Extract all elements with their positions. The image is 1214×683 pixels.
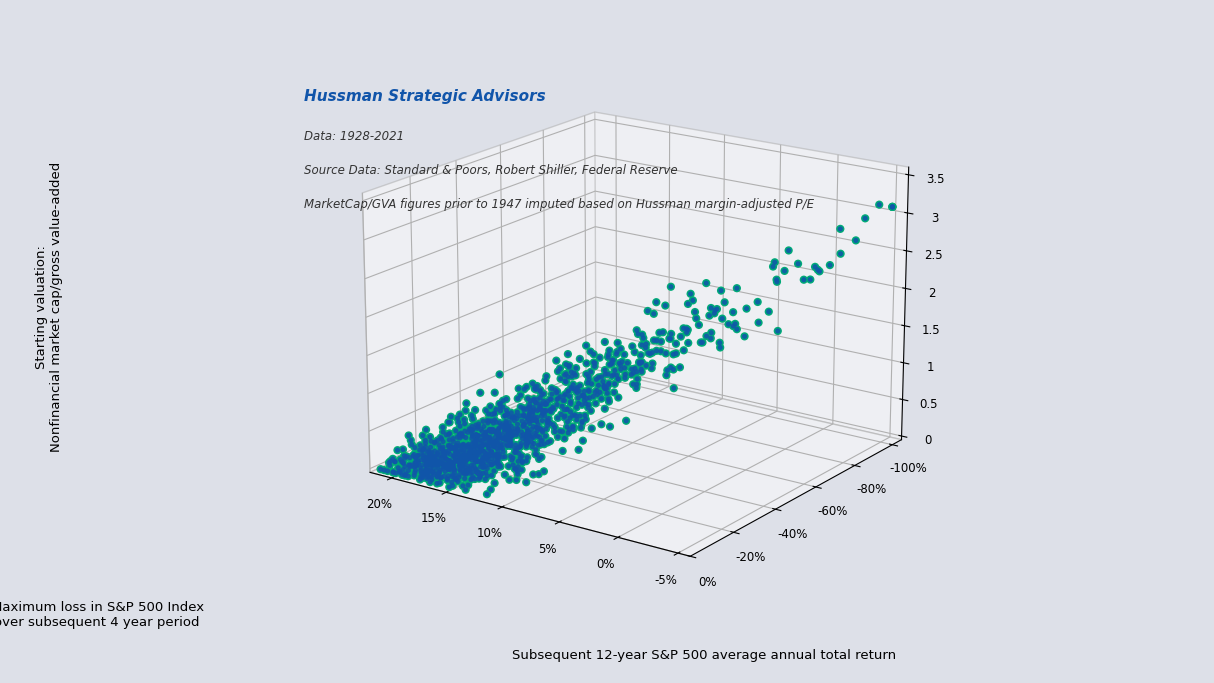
Text: Subsequent 12-year S&P 500 average annual total return: Subsequent 12-year S&P 500 average annua…	[512, 649, 896, 663]
Text: Source Data: Standard & Poors, Robert Shiller, Federal Reserve: Source Data: Standard & Poors, Robert Sh…	[304, 164, 677, 177]
Text: Hussman Strategic Advisors: Hussman Strategic Advisors	[304, 89, 545, 104]
Text: Maximum loss in S&P 500 Index
over subsequent 4 year period: Maximum loss in S&P 500 Index over subse…	[0, 601, 204, 628]
Text: MarketCap/GVA figures prior to 1947 imputed based on Hussman margin-adjusted P/E: MarketCap/GVA figures prior to 1947 impu…	[304, 198, 813, 211]
Text: Data: 1928-2021: Data: 1928-2021	[304, 130, 403, 143]
Text: Starting valuation:
Nonfinancial market cap/gross value-added: Starting valuation: Nonfinancial market …	[34, 163, 63, 452]
